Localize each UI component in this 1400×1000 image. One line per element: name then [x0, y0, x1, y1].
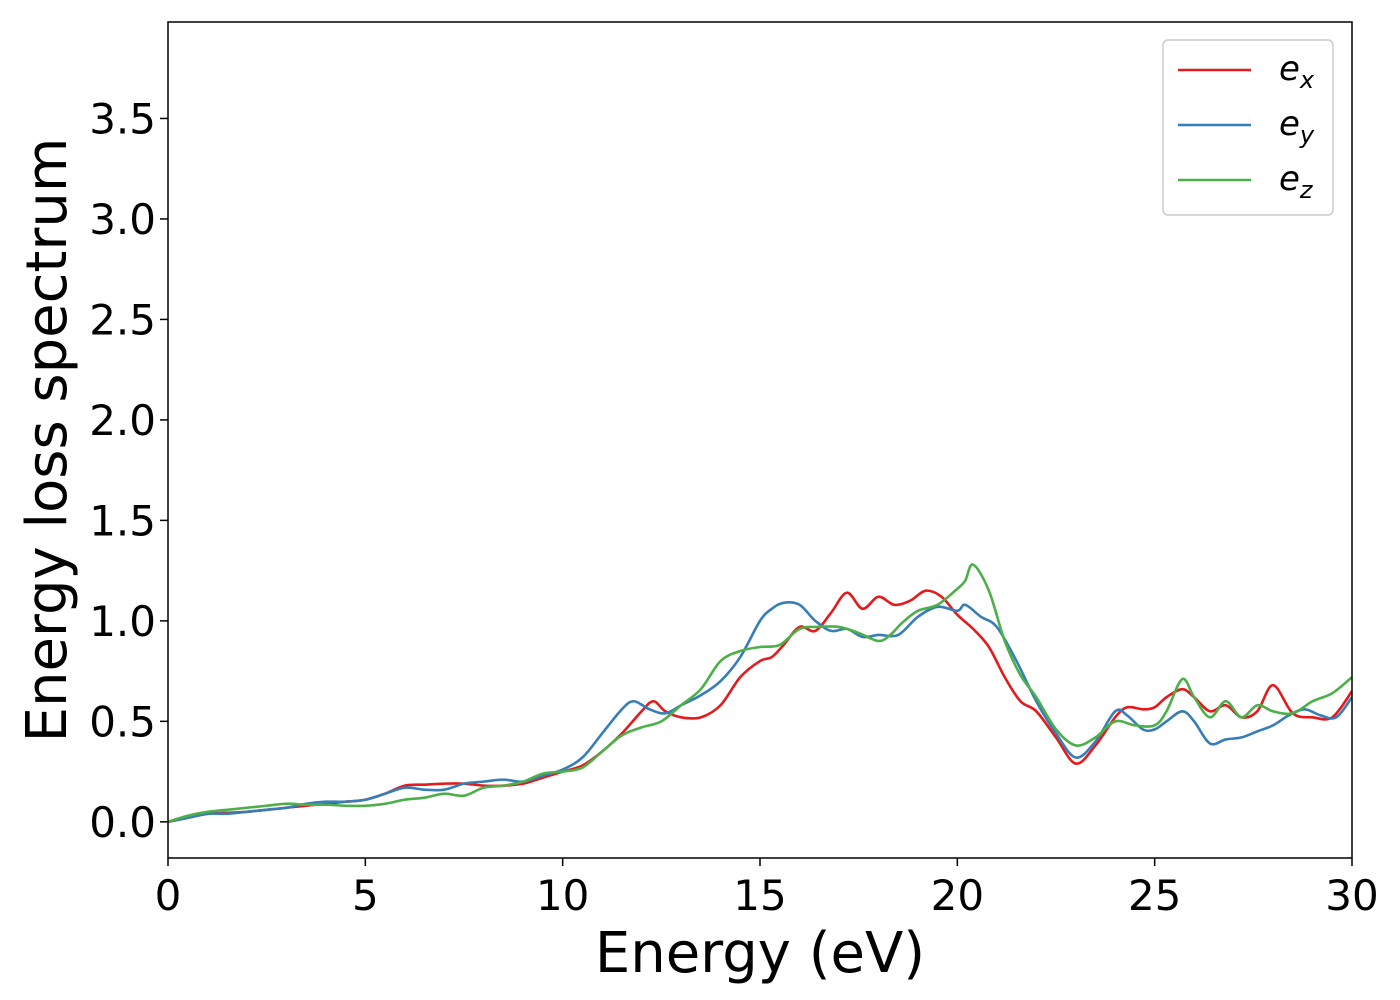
x-tick-label: 15 — [733, 871, 786, 920]
series-line-ey — [168, 601, 1352, 824]
y-axis-title: Energy loss spectrum — [15, 138, 80, 743]
y-tick-label: 0.5 — [89, 697, 156, 746]
x-tick-label: 25 — [1128, 871, 1181, 920]
x-axis-title: Energy (eV) — [595, 921, 925, 986]
x-tick-label: 0 — [155, 871, 182, 920]
x-tick-label: 10 — [536, 871, 589, 920]
legend-label-ez: ez — [1279, 159, 1314, 204]
y-tick-label: 3.5 — [89, 94, 156, 143]
y-tick-label: 0.0 — [89, 798, 156, 847]
y-tick-label: 3.0 — [89, 195, 156, 244]
legend-label-ex: ex — [1279, 49, 1315, 94]
series-line-ez — [168, 563, 1352, 824]
series-line-ex — [168, 589, 1352, 824]
plot-lines — [168, 563, 1352, 824]
x-axis: 0 5 10 15 20 25 30 — [155, 858, 1379, 920]
y-tick-label: 2.5 — [89, 295, 156, 344]
x-tick-label: 20 — [931, 871, 984, 920]
y-axis: 0.0 0.5 1.0 1.5 2.0 2.5 3.0 3.5 — [89, 94, 168, 847]
y-tick-label: 1.5 — [89, 496, 156, 545]
legend-box — [1162, 39, 1334, 216]
y-tick-label: 1.0 — [89, 597, 156, 646]
y-tick-label: 2.0 — [89, 396, 156, 445]
x-tick-label: 30 — [1325, 871, 1378, 920]
legend: ex ey ez — [1162, 39, 1334, 216]
legend-label-ey: ey — [1279, 104, 1315, 149]
x-tick-label: 5 — [352, 871, 379, 920]
